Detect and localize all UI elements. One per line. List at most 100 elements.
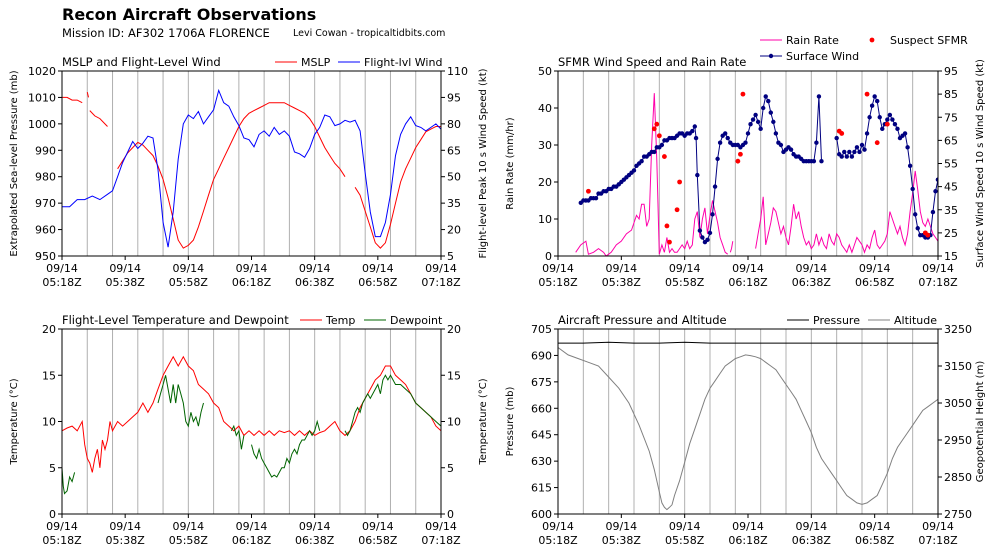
ytick-right-label: 35 <box>944 204 958 217</box>
ytick-right-label: 95 <box>944 65 958 78</box>
surface-wind-point <box>743 140 748 145</box>
surface-wind-point <box>705 237 710 243</box>
xtick-time-label: 05:38Z <box>106 534 146 547</box>
altitude-line <box>558 347 938 511</box>
suspect-sfmr-point <box>969 138 974 143</box>
surface-wind-point <box>864 131 870 136</box>
suspect-sfmr-point <box>738 151 743 157</box>
ytick-left-label: 705 <box>531 323 552 336</box>
xtick-time-label: 06:18Z <box>728 534 768 547</box>
surface-wind-point <box>755 119 761 125</box>
suspect-sfmr-point <box>884 121 890 127</box>
surface-wind-point <box>819 158 824 164</box>
ytick-right-label: 45 <box>944 181 958 194</box>
ytick-left-label: 0 <box>49 508 56 521</box>
ytick-right-label: 110 <box>447 65 468 78</box>
surface-wind-point <box>723 131 728 136</box>
surface-wind-point <box>989 157 993 161</box>
surface-wind-point <box>842 149 847 155</box>
xtick-time-label: 05:18Z <box>42 534 82 547</box>
surface-wind-point <box>895 126 900 132</box>
suspect-sfmr-point <box>735 158 741 164</box>
ytick-left-label: 20 <box>538 176 552 189</box>
legend-label: Dewpoint <box>390 314 443 327</box>
ytick-left-label: 690 <box>531 349 552 362</box>
xtick-date-label: 09/14 <box>542 520 574 533</box>
surface-wind-point <box>859 142 865 148</box>
xtick-time-label: 06:38Z <box>792 534 832 547</box>
legend-label: Temp <box>325 314 355 327</box>
dewpoint-line <box>230 424 245 450</box>
surface-wind-point <box>890 117 895 122</box>
dewpoint-line <box>62 467 76 495</box>
surface-wind-point <box>852 149 857 155</box>
xtick-date-label: 09/14 <box>425 520 457 533</box>
ytick-left-label: 50 <box>538 65 552 78</box>
surface-wind-point <box>933 189 938 194</box>
surface-wind-point <box>707 230 713 236</box>
xtick-time-label: 06:38Z <box>792 276 832 289</box>
ytick-right-label: 2850 <box>944 471 972 484</box>
xtick-date-label: 09/14 <box>922 262 954 275</box>
ytick-right-label: 75 <box>944 111 958 124</box>
xtick-time-label: 07:18Z <box>421 534 461 547</box>
suspect-sfmr-point <box>874 140 880 146</box>
surface-wind-point <box>966 136 970 140</box>
xtick-date-label: 09/14 <box>236 520 268 533</box>
credit: Levi Cowan - tropicaltidbits.com <box>293 28 446 39</box>
surface-wind-point <box>905 145 910 150</box>
surface-wind-point <box>872 94 877 99</box>
pressure-line <box>558 341 938 344</box>
ylabel-left: Pressure (mb) <box>505 387 516 457</box>
surface-wind-point <box>834 135 839 141</box>
surface-wind-point <box>915 226 920 231</box>
surface-wind-point <box>880 126 885 132</box>
dewpoint-line <box>157 375 204 428</box>
ylabel-left: Extrapolated Sea-level Pressure (mb) <box>9 70 20 256</box>
suspect-sfmr-point <box>674 207 680 213</box>
xtick-date-label: 09/14 <box>172 520 204 533</box>
xtick-time-label: 05:18Z <box>538 534 578 547</box>
xtick-time-label: 05:58Z <box>169 534 209 547</box>
surface-wind-point <box>938 159 942 163</box>
surface-wind-line <box>580 94 822 243</box>
legend-label: Rain Rate <box>786 34 839 47</box>
plot-frame <box>61 328 442 515</box>
surface-wind-point <box>839 154 844 159</box>
suspect-sfmr-point <box>667 239 672 245</box>
xtick-time-label: 05:38Z <box>602 534 642 547</box>
surface-wind-point <box>763 94 768 99</box>
ylabel-right: Geopotential Height (m) <box>975 361 986 483</box>
surface-wind-point <box>715 156 720 162</box>
xtick-time-label: 06:58Z <box>855 534 895 547</box>
surface-wind-point <box>712 184 718 189</box>
xtick-date-label: 09/14 <box>362 262 394 275</box>
plot-frame <box>557 70 939 257</box>
ytick-right-label: 85 <box>944 88 958 101</box>
ytick-left-label: 10 <box>42 416 56 429</box>
ylabel-right: Surface Wind Speed 10 s Wind Speed (kt) <box>975 59 986 268</box>
xtick-date-label: 09/14 <box>732 262 764 275</box>
ytick-right-label: 65 <box>447 144 461 157</box>
ytick-right-label: 25 <box>944 227 958 240</box>
chart-title: Aircraft Pressure and Altitude <box>558 313 727 327</box>
rain-rate-line <box>729 241 734 253</box>
ytick-right-label: 3150 <box>944 360 972 373</box>
surface-wind-point <box>961 138 965 142</box>
surface-wind-point <box>847 149 852 155</box>
surface-wind-point <box>862 147 867 152</box>
xtick-date-label: 09/14 <box>922 520 954 533</box>
rain-rate-line <box>575 93 729 256</box>
surface-wind-point <box>885 117 890 122</box>
surface-wind-point <box>986 154 990 158</box>
surface-wind-point <box>693 135 699 141</box>
flight-lvl-wind-line <box>62 88 441 248</box>
mslp-line <box>117 102 346 249</box>
xtick-date-label: 09/14 <box>236 262 268 275</box>
surface-wind-point <box>750 117 756 122</box>
xtick-time-label: 05:18Z <box>42 276 82 289</box>
ytick-left-label: 1020 <box>28 65 56 78</box>
dewpoint-line <box>344 374 441 437</box>
ylabel-right: Flight-level Peak 10 s Wind Speed (kt) <box>478 68 489 258</box>
ytick-left-label: 5 <box>49 462 56 475</box>
